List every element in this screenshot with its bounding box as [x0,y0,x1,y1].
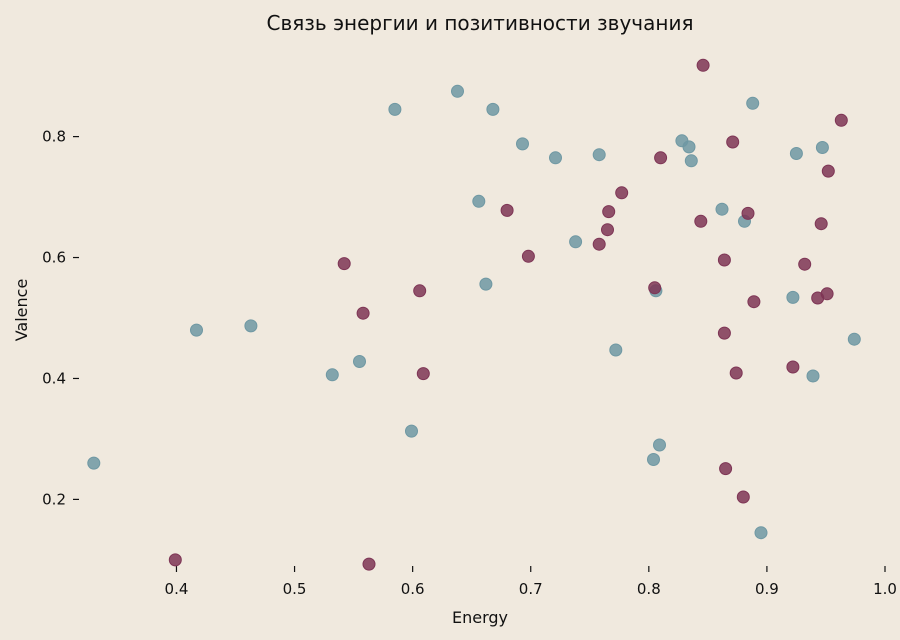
x-tick-label: 0.8 [637,580,661,598]
data-point [717,326,731,340]
data-point [847,332,861,346]
data-point [696,58,710,72]
data-point [798,257,812,271]
x-tick-label: 0.9 [755,580,779,598]
series-2 [168,58,848,571]
data-point [472,194,486,208]
data-point [736,490,750,504]
x-tick-label: 0.6 [401,580,425,598]
data-point [615,186,629,200]
data-point [521,249,535,263]
data-point [413,284,427,298]
data-point [682,140,696,154]
data-point [602,205,616,219]
data-point [746,96,760,110]
data-point [451,84,464,98]
data-point [684,154,698,168]
data-point [815,141,829,154]
data-point [786,290,800,304]
data-point [87,456,101,470]
data-point [362,557,376,571]
data-point [820,287,834,301]
data-point [516,137,529,151]
data-point [648,281,662,295]
data-point [654,151,668,165]
y-axis-label: Valence [12,279,31,342]
x-tick-label: 0.7 [519,580,543,598]
data-point [741,206,755,220]
data-point [168,553,182,567]
x-axis-label: Energy [452,608,508,627]
x-tick-label: 0.4 [165,580,189,598]
data-point [405,424,418,438]
data-point [653,438,666,452]
data-point [821,164,835,178]
data-point [647,453,660,466]
series-1 [87,84,861,540]
data-point [592,237,606,251]
plot-area [87,58,861,571]
data-point [715,202,729,216]
data-point [569,235,583,249]
data-point [747,295,761,309]
data-point [834,113,848,127]
data-point [244,319,258,333]
data-point [754,526,768,540]
x-tick-label: 1.0 [873,580,897,598]
data-point [500,203,514,217]
data-point [717,253,731,267]
data-point [356,306,370,320]
data-point [719,462,733,476]
data-point [416,367,430,381]
y-tick-label: 0.8 [42,128,66,146]
x-tick-label: 0.5 [283,580,307,598]
data-point [388,102,402,116]
data-point [601,223,614,237]
data-point [786,360,800,374]
data-point [479,277,493,291]
y-tick-label: 0.4 [42,369,66,387]
x-axis: 0.4 0.5 0.6 0.7 0.8 0.9 1.0 [165,566,897,598]
chart-title: Связь энергии и позитивности звучания [267,11,694,35]
data-point [325,368,339,382]
y-axis: 0.2 0.4 0.6 0.8 [42,128,79,508]
data-point [814,217,828,231]
data-point [486,102,500,116]
data-point [337,257,351,271]
data-point [806,369,820,383]
data-point [726,135,740,149]
data-point [549,151,562,165]
data-point [789,147,803,160]
data-point [190,323,203,337]
data-point [592,148,606,162]
data-point [694,214,708,228]
data-point [609,343,623,357]
y-tick-label: 0.6 [42,249,66,267]
data-point [353,355,366,368]
y-tick-label: 0.2 [42,490,66,508]
data-point [729,366,743,380]
